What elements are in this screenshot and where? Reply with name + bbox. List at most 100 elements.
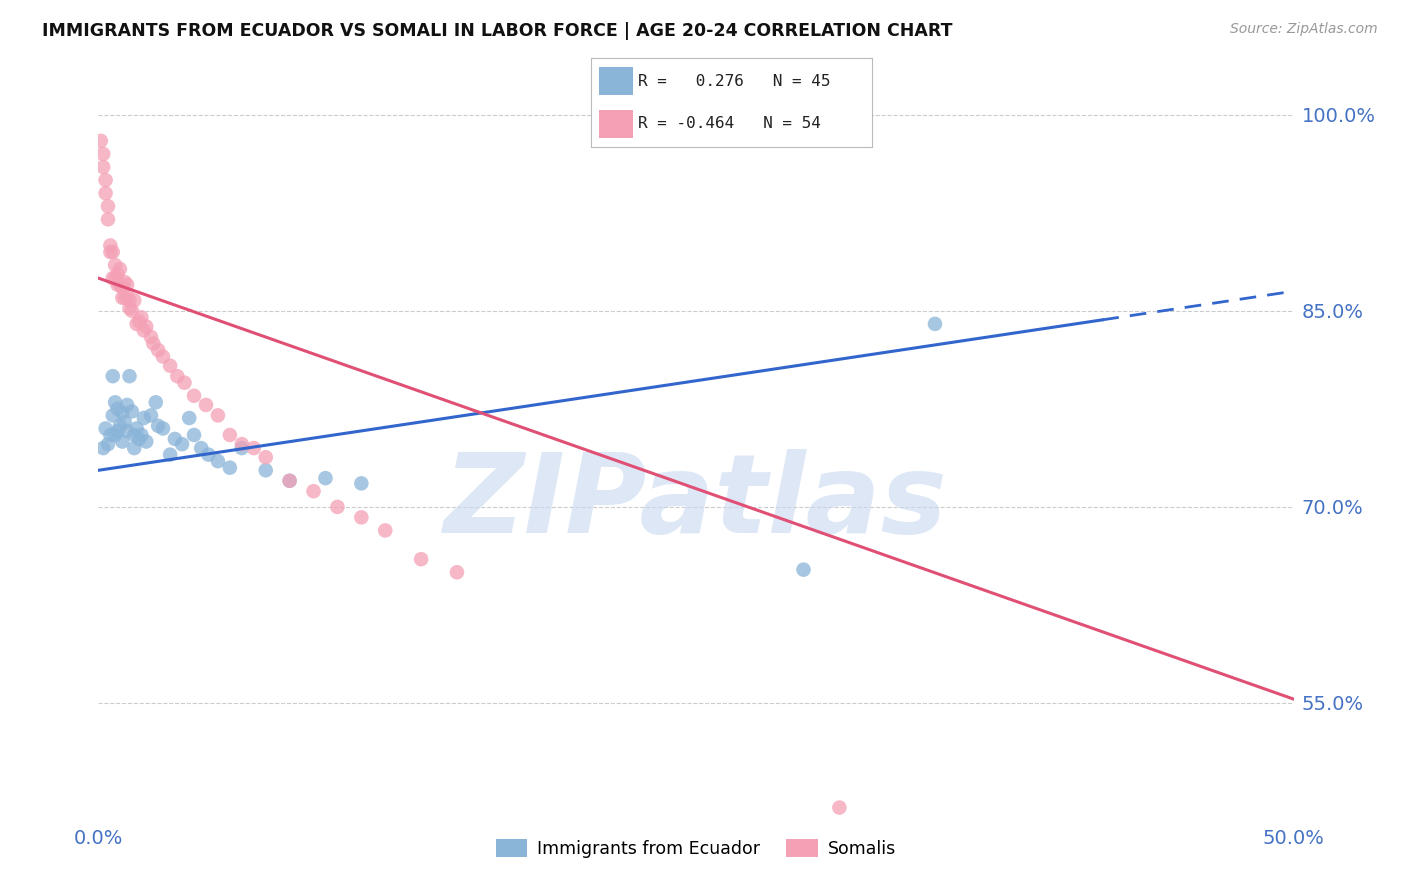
Point bbox=[124, 428, 146, 442]
Point bbox=[793, 563, 815, 577]
Point bbox=[111, 291, 134, 305]
Point bbox=[97, 437, 120, 451]
Point bbox=[179, 411, 201, 425]
Point bbox=[115, 424, 138, 438]
Point bbox=[148, 418, 170, 433]
Point bbox=[115, 288, 138, 302]
Point bbox=[125, 421, 148, 435]
Point bbox=[135, 319, 157, 334]
Point bbox=[108, 262, 131, 277]
Point bbox=[148, 343, 170, 357]
Point bbox=[219, 428, 242, 442]
Point bbox=[350, 510, 373, 524]
Point bbox=[107, 401, 129, 416]
Point bbox=[142, 336, 165, 351]
Point bbox=[104, 271, 127, 285]
Point bbox=[195, 398, 218, 412]
Point bbox=[139, 330, 162, 344]
Point bbox=[94, 173, 117, 187]
Point bbox=[139, 409, 162, 423]
Point bbox=[91, 147, 114, 161]
Point bbox=[111, 280, 134, 294]
Point bbox=[128, 314, 150, 328]
Point bbox=[121, 404, 143, 418]
Point bbox=[125, 317, 148, 331]
Point bbox=[101, 271, 124, 285]
Point bbox=[101, 369, 124, 384]
Point bbox=[190, 441, 212, 455]
Point bbox=[350, 476, 373, 491]
Point bbox=[104, 258, 127, 272]
Point bbox=[132, 323, 155, 337]
Point bbox=[278, 474, 301, 488]
Point bbox=[132, 411, 155, 425]
Point bbox=[254, 450, 277, 465]
Point bbox=[315, 471, 337, 485]
Point bbox=[163, 432, 186, 446]
Point bbox=[302, 484, 325, 499]
Text: IMMIGRANTS FROM ECUADOR VS SOMALI IN LABOR FORCE | AGE 20-24 CORRELATION CHART: IMMIGRANTS FROM ECUADOR VS SOMALI IN LAB… bbox=[42, 22, 953, 40]
Point bbox=[173, 376, 195, 390]
Point bbox=[131, 428, 153, 442]
Point bbox=[828, 800, 851, 814]
Point bbox=[94, 421, 117, 435]
Point bbox=[90, 134, 112, 148]
Point bbox=[107, 277, 129, 292]
Point bbox=[326, 500, 349, 514]
Bar bbox=[599, 110, 633, 138]
Point bbox=[115, 277, 138, 292]
Point bbox=[115, 398, 138, 412]
Point bbox=[114, 415, 136, 429]
Point bbox=[183, 428, 205, 442]
Point bbox=[111, 406, 134, 420]
Point bbox=[231, 441, 253, 455]
Point bbox=[135, 434, 157, 449]
Point bbox=[107, 267, 129, 281]
Point bbox=[124, 293, 146, 308]
Point bbox=[98, 244, 122, 259]
Point bbox=[159, 448, 181, 462]
Point bbox=[114, 275, 136, 289]
Point bbox=[128, 432, 150, 446]
Point bbox=[231, 437, 253, 451]
Point bbox=[111, 434, 134, 449]
Point bbox=[152, 350, 174, 364]
Point bbox=[101, 409, 124, 423]
Point bbox=[91, 441, 114, 455]
Point bbox=[924, 317, 946, 331]
Legend: Immigrants from Ecuador, Somalis: Immigrants from Ecuador, Somalis bbox=[489, 832, 903, 865]
Point bbox=[254, 463, 277, 477]
Text: Source: ZipAtlas.com: Source: ZipAtlas.com bbox=[1230, 22, 1378, 37]
Point bbox=[124, 441, 146, 455]
Point bbox=[207, 409, 229, 423]
Point bbox=[118, 369, 141, 384]
Point bbox=[118, 301, 141, 316]
Point bbox=[104, 395, 127, 409]
Point bbox=[219, 460, 242, 475]
Point bbox=[101, 244, 124, 259]
Point bbox=[108, 418, 131, 433]
Point bbox=[159, 359, 181, 373]
Point bbox=[207, 454, 229, 468]
Point bbox=[374, 524, 396, 538]
Point bbox=[118, 293, 141, 308]
Point bbox=[108, 277, 131, 292]
Bar bbox=[599, 67, 633, 95]
Point bbox=[152, 421, 174, 435]
Point bbox=[97, 199, 120, 213]
Point bbox=[98, 238, 122, 252]
Point bbox=[121, 303, 143, 318]
Point bbox=[166, 369, 188, 384]
Point bbox=[183, 389, 205, 403]
Text: R =   0.276   N = 45: R = 0.276 N = 45 bbox=[638, 74, 831, 88]
Text: R = -0.464   N = 54: R = -0.464 N = 54 bbox=[638, 117, 821, 131]
Point bbox=[104, 428, 127, 442]
Point bbox=[97, 212, 120, 227]
Point bbox=[145, 395, 167, 409]
Text: ZIPatlas: ZIPatlas bbox=[444, 449, 948, 556]
Point bbox=[114, 291, 136, 305]
Point bbox=[172, 437, 194, 451]
Point bbox=[98, 428, 122, 442]
Point bbox=[131, 310, 153, 325]
Point bbox=[91, 160, 114, 174]
